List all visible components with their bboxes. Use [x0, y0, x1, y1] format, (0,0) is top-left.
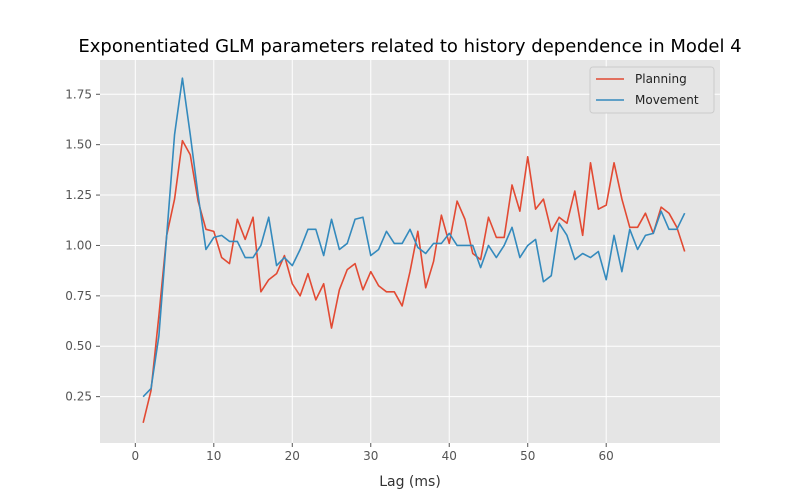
y-tick-label: 0.50 — [65, 339, 92, 353]
x-tick-label: 50 — [520, 449, 535, 463]
y-axis-ticks: 0.25 0.50 0.75 1.00 1.25 1.50 1.75 — [65, 87, 100, 404]
x-tick-label: 30 — [363, 449, 378, 463]
legend-label-planning: Planning — [635, 72, 687, 86]
x-axis-label: Lag (ms) — [379, 474, 441, 490]
plot-area — [100, 60, 720, 443]
y-tick-label: 1.25 — [65, 188, 92, 202]
y-tick-label: 0.75 — [65, 289, 92, 303]
chart-title: Exponentiated GLM parameters related to … — [78, 36, 741, 57]
y-tick-label: 1.75 — [65, 87, 92, 101]
x-axis-ticks: 0 10 20 30 40 50 60 — [131, 443, 614, 463]
x-tick-label: 0 — [131, 449, 139, 463]
x-tick-label: 10 — [206, 449, 221, 463]
x-tick-label: 20 — [285, 449, 300, 463]
y-tick-label: 0.25 — [65, 390, 92, 404]
x-tick-label: 60 — [599, 449, 614, 463]
series-line-movement — [142, 77, 686, 398]
legend-label-movement: Movement — [635, 93, 699, 107]
series-lines — [142, 77, 686, 424]
x-tick-label: 40 — [442, 449, 457, 463]
y-tick-label: 1.00 — [65, 238, 92, 252]
y-tick-label: 1.50 — [65, 138, 92, 152]
legend: Planning Movement — [589, 66, 715, 114]
